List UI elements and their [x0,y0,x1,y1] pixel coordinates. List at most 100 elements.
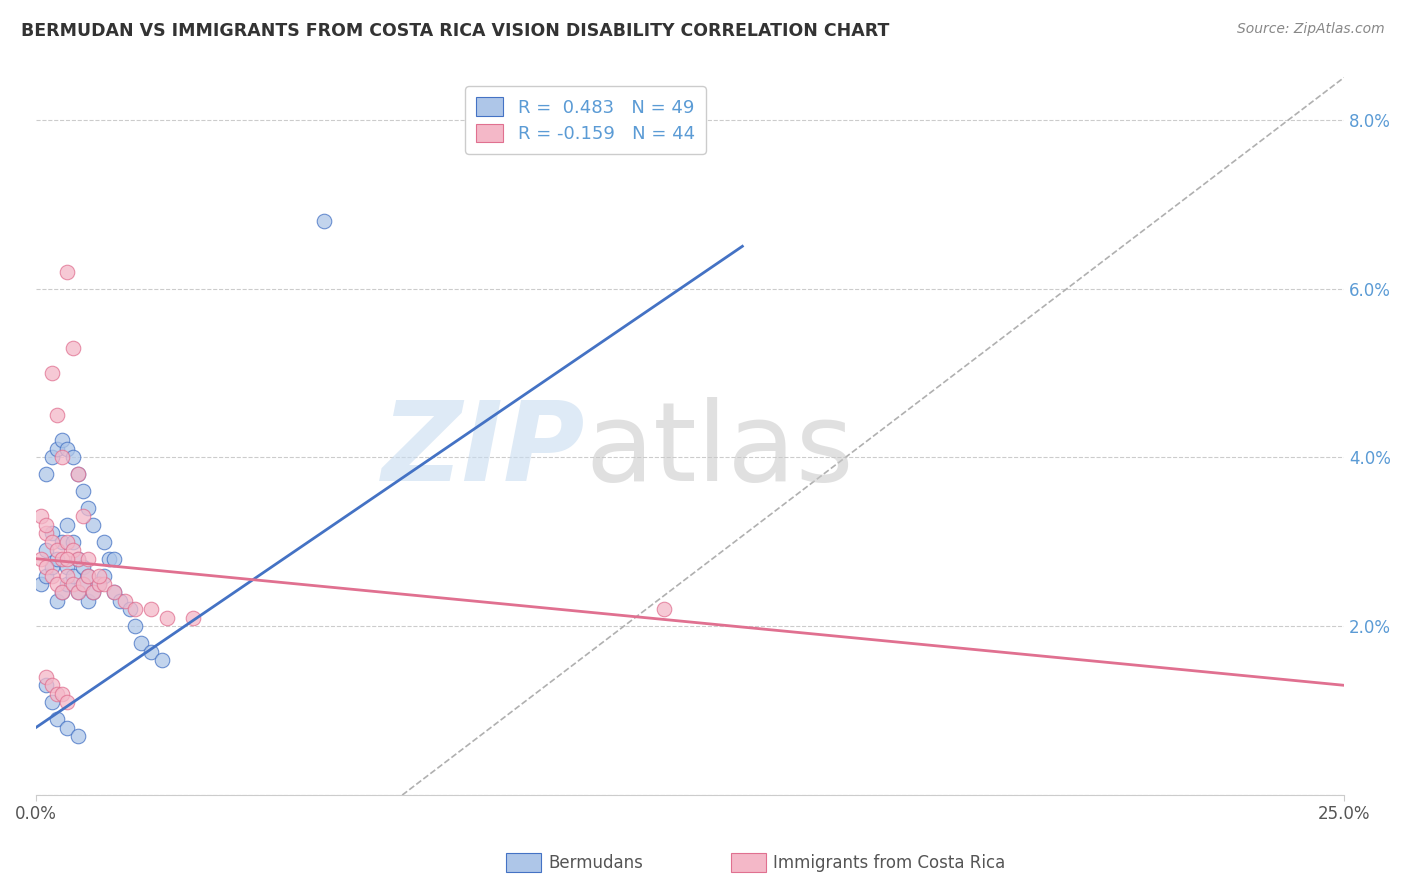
Point [66,585,89,599]
Point [56,517,79,532]
Point [45,594,67,608]
Point [62,341,84,355]
Point [35,670,58,684]
Point [120,602,142,616]
Text: Immigrants from Costa Rica: Immigrants from Costa Rica [773,854,1005,871]
Point [66,467,89,482]
Point [45,551,67,566]
Point [35,568,58,582]
Point [41,678,63,692]
Point [51,687,73,701]
Point [62,543,84,558]
Point [66,551,89,566]
Point [72,577,94,591]
Text: atlas: atlas [585,397,853,504]
Point [98,551,121,566]
Point [652,602,675,616]
Point [56,534,79,549]
Point [139,602,162,616]
Point [51,434,73,448]
Point [87,577,110,591]
Point [124,619,146,633]
Point [41,366,63,380]
Point [45,712,67,726]
Point [41,526,63,541]
Point [312,214,335,228]
Point [93,534,115,549]
Point [41,534,63,549]
Point [56,442,79,456]
Point [45,543,67,558]
Text: BERMUDAN VS IMMIGRANTS FROM COSTA RICA VISION DISABILITY CORRELATION CHART: BERMUDAN VS IMMIGRANTS FROM COSTA RICA V… [21,22,890,40]
Point [35,560,58,574]
Point [93,568,115,582]
Point [56,721,79,735]
Point [114,594,136,608]
Point [56,695,79,709]
Point [181,611,204,625]
Point [35,678,58,692]
Point [45,408,67,422]
Text: Source: ZipAtlas.com: Source: ZipAtlas.com [1237,22,1385,37]
Point [56,560,79,574]
Point [87,568,110,582]
Point [30,577,52,591]
Point [103,551,125,566]
Point [41,695,63,709]
Point [35,526,58,541]
Point [35,517,58,532]
Legend: R =  0.483   N = 49, R = -0.159   N = 44: R = 0.483 N = 49, R = -0.159 N = 44 [465,87,706,154]
Point [51,585,73,599]
Point [56,265,79,279]
Point [156,611,179,625]
Point [66,585,89,599]
Point [41,560,63,574]
Point [30,509,52,524]
Point [77,568,100,582]
Point [56,551,79,566]
Point [51,585,73,599]
Point [45,577,67,591]
Point [82,517,104,532]
Point [35,467,58,482]
Point [77,501,100,516]
Point [103,585,125,599]
Point [62,568,84,582]
Point [35,543,58,558]
Text: Bermudans: Bermudans [548,854,643,871]
Point [45,687,67,701]
Point [72,484,94,499]
Point [41,568,63,582]
Point [72,577,94,591]
Point [66,551,89,566]
Point [30,551,52,566]
Point [139,644,162,658]
Point [56,568,79,582]
Point [93,577,115,591]
Point [51,551,73,566]
Point [77,568,100,582]
Point [66,467,89,482]
Point [51,534,73,549]
Point [45,442,67,456]
Point [124,602,146,616]
Point [77,594,100,608]
Point [62,577,84,591]
Point [56,577,79,591]
Point [150,653,173,667]
Point [66,729,89,743]
Text: ZIP: ZIP [382,397,585,504]
Point [82,585,104,599]
Point [108,594,131,608]
Point [129,636,152,650]
Point [62,534,84,549]
Point [72,509,94,524]
Point [72,560,94,574]
Point [77,551,100,566]
Point [62,450,84,465]
Point [41,450,63,465]
Point [51,450,73,465]
Point [82,585,104,599]
Point [103,585,125,599]
Point [87,577,110,591]
